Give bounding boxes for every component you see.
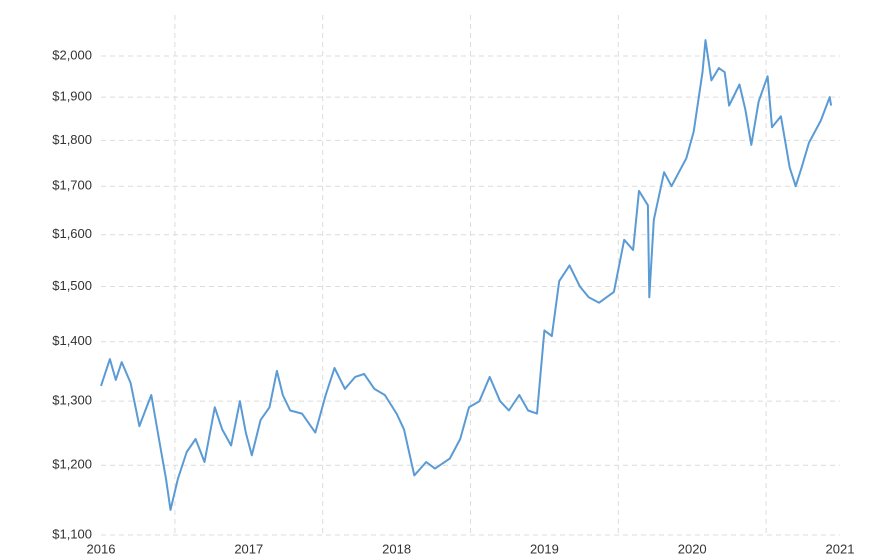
y-tick-label: $1,800	[52, 132, 92, 147]
y-tick-label: $1,400	[52, 333, 92, 348]
x-tick-label: 2020	[678, 541, 707, 556]
y-tick-label: $1,500	[52, 278, 92, 293]
y-tick-label: $1,900	[52, 89, 92, 104]
x-tick-label: 2021	[826, 541, 855, 556]
y-tick-label: $2,000	[52, 47, 92, 62]
y-tick-label: $1,100	[52, 526, 92, 541]
x-tick-label: 2018	[382, 541, 411, 556]
x-tick-label: 2017	[234, 541, 263, 556]
y-tick-label: $1,300	[52, 393, 92, 408]
y-tick-label: $1,200	[52, 457, 92, 472]
x-tick-label: 2016	[87, 541, 116, 556]
y-tick-label: $1,600	[52, 226, 92, 241]
y-tick-label: $1,700	[52, 178, 92, 193]
price-line	[100, 39, 833, 511]
x-tick-label: 2019	[530, 541, 559, 556]
